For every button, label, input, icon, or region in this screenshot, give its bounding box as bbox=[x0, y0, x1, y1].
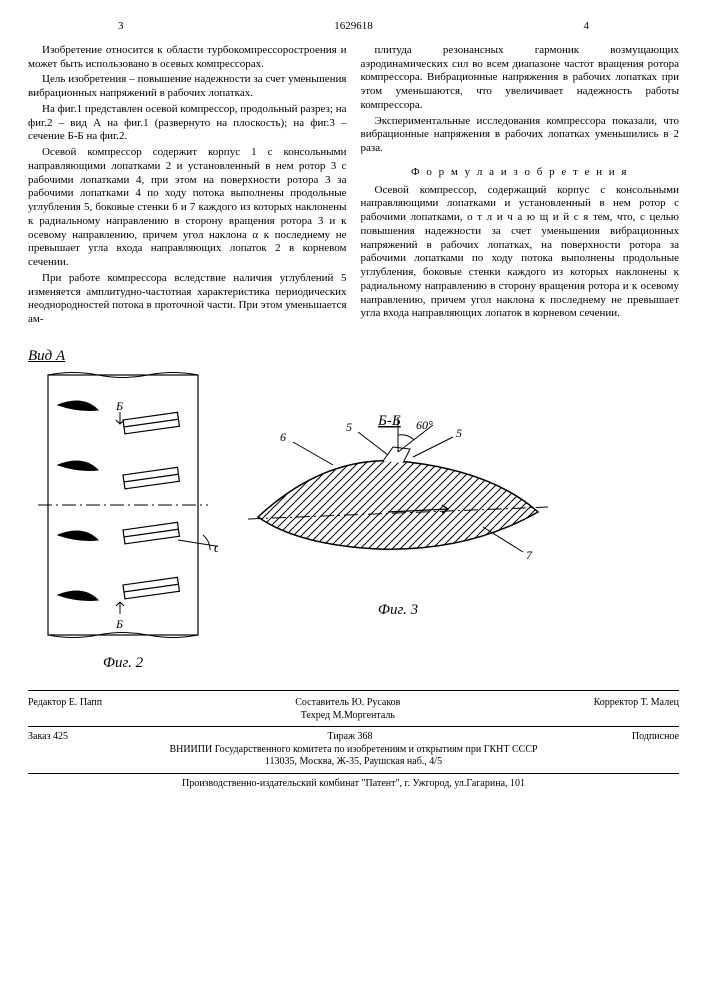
bb-label: Б-Б bbox=[377, 413, 401, 429]
body-para: При работе компрессора вследствие наличи… bbox=[28, 272, 347, 327]
body-para: Изобретение относится к области турбоком… bbox=[28, 44, 347, 72]
body-para: Осевой компрессор содержит корпус 1 с ко… bbox=[28, 146, 347, 270]
body-para: Экспериментальные исследования компрессо… bbox=[361, 115, 680, 156]
org-name: ВНИИПИ Государственного комитета по изоб… bbox=[28, 744, 679, 757]
body-para: Цель изобретения – повышение надежности … bbox=[28, 73, 347, 101]
subscribe: Подписное bbox=[632, 731, 679, 744]
corrector: Корректор Т. Малец bbox=[594, 697, 679, 722]
claim-text: Осевой компрессор, содержащий корпус с к… bbox=[361, 184, 680, 322]
ref-5b: 5 bbox=[456, 426, 462, 440]
text-columns: Изобретение относится к области турбоком… bbox=[28, 44, 679, 329]
fig2-caption: Фиг. 2 bbox=[28, 654, 218, 673]
figures-area: Вид А Б Б bbox=[28, 347, 679, 673]
figure-3-block: Б-Б 60° 6 5 5 bbox=[238, 407, 558, 620]
compiler: Составитель Ю. Русаков bbox=[295, 697, 400, 708]
formula-title: Ф о р м у л а и з о б р е т е н и я bbox=[361, 166, 680, 180]
printer: Производственно-издательский комбинат "П… bbox=[28, 778, 679, 791]
techred: Техред М.Моргенталь bbox=[301, 710, 395, 721]
body-para: На фиг.1 представлен осевой компрессор, … bbox=[28, 103, 347, 144]
body-para: плитуда резонансных гармоник возмущающих… bbox=[361, 44, 680, 113]
footer: Редактор Е. Папп Составитель Ю. Русаков … bbox=[28, 690, 679, 790]
right-column: плитуда резонансных гармоник возмущающих… bbox=[361, 44, 680, 329]
angle-60: 60° bbox=[416, 418, 433, 432]
ref-5a: 5 bbox=[346, 420, 352, 434]
page-header: 3 1629618 4 bbox=[28, 20, 679, 34]
document-number: 1629618 bbox=[124, 20, 584, 34]
left-column: Изобретение относится к области турбоком… bbox=[28, 44, 347, 329]
ref-7: 7 bbox=[526, 548, 533, 562]
figure-3-svg: Б-Б 60° 6 5 5 bbox=[238, 407, 558, 597]
figure-2-svg: Б Б α bbox=[28, 370, 218, 650]
tirazh: Тираж 368 bbox=[327, 731, 372, 744]
page-right-num: 4 bbox=[584, 20, 590, 34]
section-b-top: Б bbox=[115, 399, 123, 413]
alpha-label: α bbox=[214, 541, 218, 556]
view-a-label: Вид А bbox=[28, 347, 218, 366]
org-addr: 113035, Москва, Ж-35, Раушская наб., 4/5 bbox=[28, 756, 679, 769]
fig3-caption: Фиг. 3 bbox=[238, 601, 558, 620]
editor: Редактор Е. Папп bbox=[28, 697, 102, 722]
order-num: Заказ 425 bbox=[28, 731, 68, 744]
ref-6: 6 bbox=[280, 430, 286, 444]
section-b-bot: Б bbox=[115, 617, 123, 631]
figure-2-block: Вид А Б Б bbox=[28, 347, 218, 673]
